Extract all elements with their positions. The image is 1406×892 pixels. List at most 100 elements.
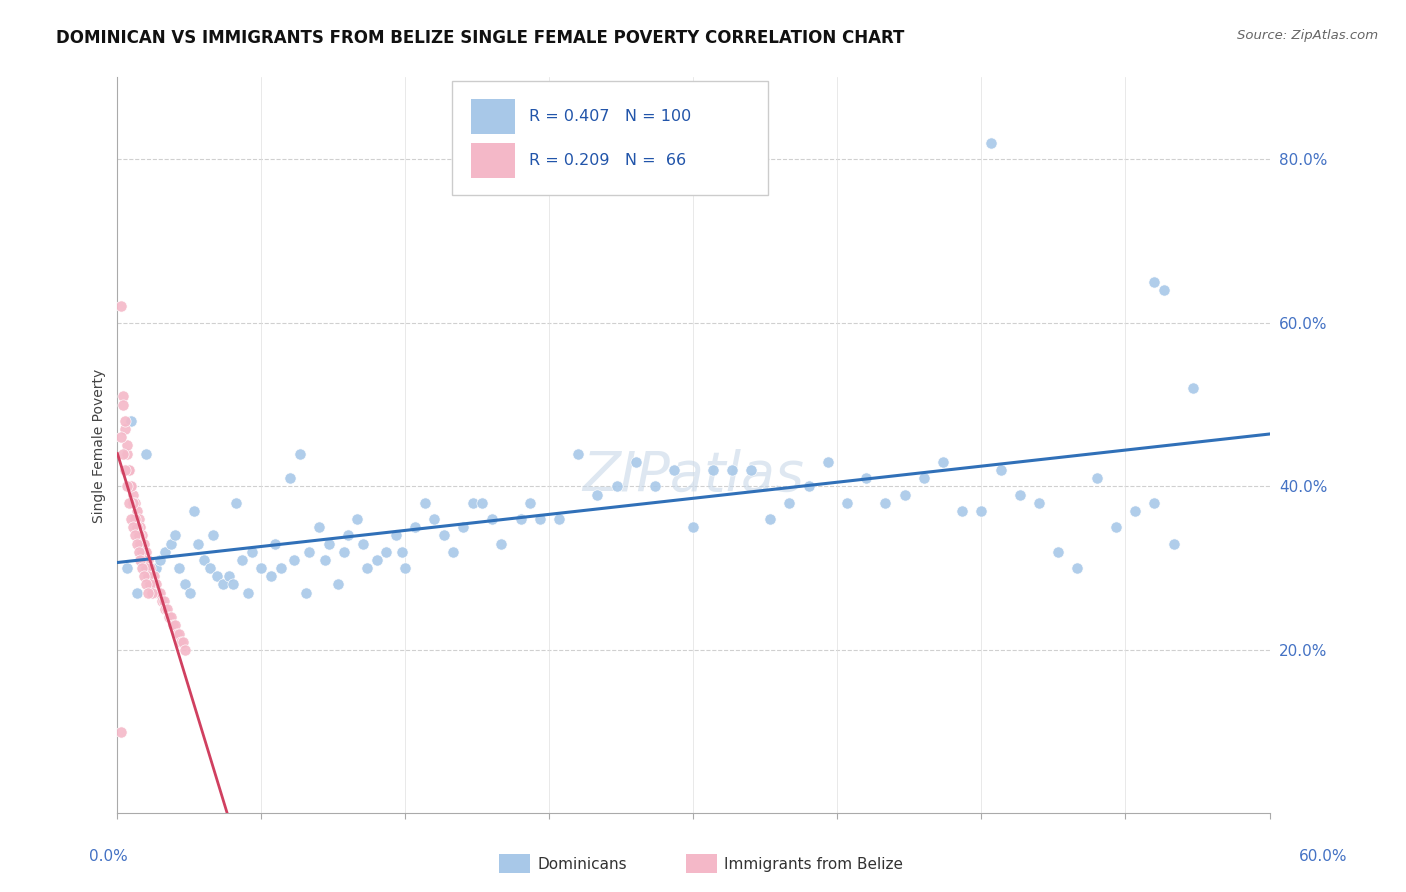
Point <box>135 577 157 591</box>
Point <box>606 479 628 493</box>
Point <box>264 536 287 550</box>
Point <box>346 512 368 526</box>
Point <box>218 569 240 583</box>
Point <box>141 569 163 583</box>
Point <box>139 561 162 575</box>
Point <box>112 398 135 412</box>
Point <box>128 528 150 542</box>
Point <box>152 594 174 608</box>
Point <box>112 389 135 403</box>
Point <box>423 512 446 526</box>
Bar <box>471 143 515 178</box>
Y-axis label: Single Female Poverty: Single Female Poverty <box>93 368 107 523</box>
Point <box>121 487 143 501</box>
Point <box>855 471 877 485</box>
Point <box>142 569 165 583</box>
Point <box>146 585 169 599</box>
Point <box>519 496 541 510</box>
Point <box>134 536 156 550</box>
Point <box>759 512 782 526</box>
Point <box>136 553 159 567</box>
Point <box>166 626 188 640</box>
Point <box>162 618 184 632</box>
Point <box>118 463 141 477</box>
Point <box>1163 536 1185 550</box>
Point <box>125 504 148 518</box>
Point <box>443 545 465 559</box>
Point <box>356 561 378 575</box>
Point <box>125 536 148 550</box>
Point <box>187 536 209 550</box>
Point <box>682 520 704 534</box>
Point <box>404 520 426 534</box>
Point <box>298 545 321 559</box>
Point <box>797 479 820 493</box>
Point <box>970 504 993 518</box>
Point <box>1143 275 1166 289</box>
Point <box>912 471 935 485</box>
Point <box>114 422 136 436</box>
Point <box>385 528 408 542</box>
Point <box>160 536 183 550</box>
Point <box>352 536 374 550</box>
Point <box>173 643 195 657</box>
Point <box>121 496 143 510</box>
Point <box>183 504 205 518</box>
Point <box>586 487 609 501</box>
Point <box>157 610 180 624</box>
Point <box>110 724 132 739</box>
Point <box>118 496 141 510</box>
Point <box>193 553 215 567</box>
Point <box>115 438 138 452</box>
Point <box>221 577 243 591</box>
Point <box>225 496 247 510</box>
Point <box>115 447 138 461</box>
Point <box>125 585 148 599</box>
Point <box>207 569 229 583</box>
Point <box>1105 520 1128 534</box>
Point <box>260 569 283 583</box>
Point <box>110 430 132 444</box>
Point <box>1181 381 1204 395</box>
Point <box>333 545 356 559</box>
Point <box>202 528 225 542</box>
Text: Dominicans: Dominicans <box>537 857 627 871</box>
Point <box>294 585 316 599</box>
Point <box>145 561 167 575</box>
Point <box>779 496 801 510</box>
Point <box>336 528 359 542</box>
Point <box>120 512 142 526</box>
Point <box>893 487 915 501</box>
Point <box>932 455 955 469</box>
Text: DOMINICAN VS IMMIGRANTS FROM BELIZE SINGLE FEMALE POVERTY CORRELATION CHART: DOMINICAN VS IMMIGRANTS FROM BELIZE SING… <box>56 29 904 46</box>
Point <box>139 577 162 591</box>
Point <box>721 463 744 477</box>
Point <box>145 577 167 591</box>
Point <box>548 512 571 526</box>
Point <box>529 512 551 526</box>
Text: ZIPatlas: ZIPatlas <box>582 449 804 501</box>
Point <box>278 471 301 485</box>
Point <box>236 585 259 599</box>
Point <box>135 447 157 461</box>
Point <box>318 536 340 550</box>
Point <box>375 545 398 559</box>
Point <box>134 569 156 583</box>
Point <box>135 545 157 559</box>
Point <box>567 447 589 461</box>
Point <box>980 136 1002 150</box>
Point <box>198 561 221 575</box>
Point <box>624 455 647 469</box>
Point <box>212 577 235 591</box>
Point <box>167 561 190 575</box>
Point <box>740 463 762 477</box>
Point <box>433 528 456 542</box>
Point <box>129 536 152 550</box>
Point <box>1153 283 1175 297</box>
Text: R = 0.407   N = 100: R = 0.407 N = 100 <box>529 109 690 124</box>
Point <box>451 520 474 534</box>
Point <box>172 634 194 648</box>
Point <box>167 626 190 640</box>
Point <box>163 528 186 542</box>
Point <box>328 577 350 591</box>
